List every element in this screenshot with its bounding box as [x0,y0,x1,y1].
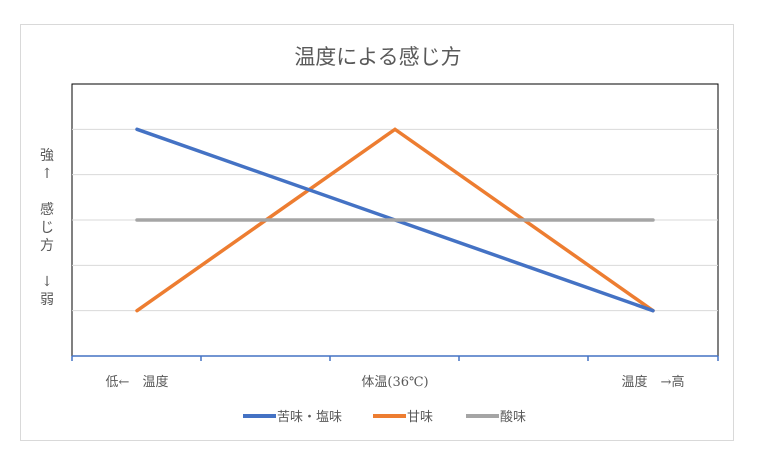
y-axis-label-char: ↑ [41,166,53,182]
chart-title: 温度による感じ方 [294,45,461,69]
y-axis-label-char: 感 [40,201,54,218]
x-axis [71,355,719,361]
legend: 苦味・塩味 甘味 酸味 [243,409,526,425]
legend-label: 苦味・塩味 [277,409,342,425]
x-tick-label: 低← 温度 [106,374,169,390]
x-tick-label: 体温(36℃) [361,375,428,390]
y-axis-label-char: ↓ [41,274,53,290]
x-tick-label: 温度 →高 [622,374,685,390]
y-axis-label-char: 方 [40,238,54,254]
x-tick-labels: 低← 温度 体温(36℃) 温度 →高 [106,374,685,390]
legend-label: 甘味 [407,410,433,425]
y-axis-label-char: 強 [40,148,54,164]
y-axis-label-char: じ [40,220,54,236]
legend-label: 酸味 [500,410,526,425]
y-axis-label: 強 ↑ 感じ方 ↓ 弱 [40,148,54,308]
y-axis-label-char: 弱 [40,292,54,308]
series-line [135,127,655,313]
series-lines [135,127,655,313]
